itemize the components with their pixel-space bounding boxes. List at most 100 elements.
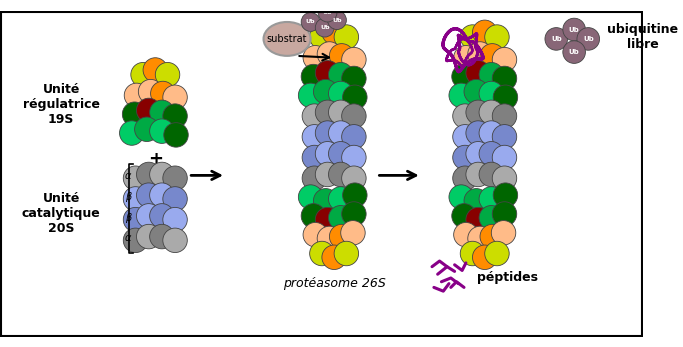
Circle shape (122, 102, 147, 126)
Circle shape (139, 79, 163, 104)
Text: α: α (124, 171, 131, 181)
Circle shape (449, 83, 473, 108)
Circle shape (329, 44, 354, 68)
Text: péptides: péptides (477, 271, 538, 283)
Circle shape (150, 162, 174, 187)
Circle shape (341, 221, 365, 245)
Text: Ub: Ub (583, 36, 594, 42)
Circle shape (124, 166, 148, 191)
Circle shape (155, 62, 180, 87)
Circle shape (334, 25, 359, 49)
Circle shape (322, 245, 346, 270)
Circle shape (466, 142, 490, 166)
Circle shape (303, 222, 328, 247)
Circle shape (301, 64, 326, 89)
Circle shape (492, 104, 517, 128)
Text: ubiquitine
libre: ubiquitine libre (607, 23, 678, 51)
Text: Ub: Ub (332, 18, 342, 23)
Circle shape (342, 166, 366, 191)
Circle shape (313, 79, 338, 104)
Circle shape (163, 187, 187, 211)
Circle shape (302, 166, 326, 191)
Text: Ub: Ub (306, 19, 316, 25)
Text: substrat: substrat (267, 34, 307, 44)
Circle shape (124, 83, 149, 108)
Circle shape (460, 25, 485, 49)
Circle shape (309, 241, 334, 266)
Circle shape (480, 224, 505, 249)
Circle shape (479, 81, 503, 106)
Circle shape (301, 204, 326, 228)
Circle shape (137, 183, 161, 208)
Circle shape (454, 45, 478, 70)
Circle shape (342, 66, 366, 91)
Circle shape (137, 224, 161, 249)
Circle shape (329, 224, 354, 249)
Circle shape (135, 117, 159, 142)
Circle shape (479, 205, 503, 230)
Circle shape (479, 62, 503, 87)
Circle shape (563, 41, 585, 64)
Circle shape (468, 226, 492, 251)
Circle shape (343, 85, 367, 110)
Circle shape (137, 98, 161, 123)
Circle shape (342, 145, 366, 170)
Circle shape (318, 3, 337, 22)
Circle shape (473, 20, 497, 44)
Circle shape (485, 25, 510, 49)
Text: Ub: Ub (323, 10, 333, 15)
Circle shape (124, 228, 148, 253)
Circle shape (479, 187, 503, 211)
Circle shape (460, 241, 485, 266)
Circle shape (328, 11, 346, 29)
Circle shape (479, 100, 503, 125)
Circle shape (143, 58, 167, 82)
Circle shape (298, 185, 323, 209)
Circle shape (492, 125, 517, 149)
Circle shape (303, 45, 328, 70)
Circle shape (343, 183, 367, 208)
Circle shape (464, 79, 488, 104)
Text: Unité
catalytique
20S: Unité catalytique 20S (22, 192, 100, 235)
Circle shape (451, 64, 476, 89)
Circle shape (150, 119, 174, 143)
Circle shape (313, 188, 338, 213)
Circle shape (473, 245, 497, 270)
Circle shape (316, 142, 339, 166)
Circle shape (124, 208, 148, 232)
Circle shape (342, 125, 366, 149)
Circle shape (164, 123, 189, 147)
Text: Ub: Ub (569, 49, 579, 55)
Ellipse shape (264, 22, 311, 56)
Circle shape (449, 185, 473, 209)
Circle shape (492, 48, 517, 72)
Circle shape (163, 166, 187, 191)
Circle shape (479, 121, 503, 145)
Circle shape (298, 83, 323, 108)
Circle shape (124, 187, 148, 211)
Circle shape (329, 205, 353, 230)
Circle shape (150, 81, 175, 106)
Circle shape (120, 121, 144, 145)
Circle shape (329, 121, 353, 145)
Text: protéasome 26S: protéasome 26S (283, 277, 385, 290)
Circle shape (493, 183, 518, 208)
Circle shape (137, 162, 161, 187)
Circle shape (317, 226, 342, 251)
Text: Ub: Ub (569, 26, 579, 33)
Circle shape (453, 125, 477, 149)
Circle shape (545, 28, 568, 50)
Circle shape (329, 187, 353, 211)
Circle shape (316, 208, 339, 232)
Circle shape (563, 18, 585, 41)
Circle shape (453, 166, 477, 191)
Circle shape (316, 18, 334, 37)
Circle shape (485, 241, 510, 266)
Text: β: β (124, 192, 131, 202)
Circle shape (453, 104, 477, 128)
Circle shape (466, 61, 490, 85)
Circle shape (479, 142, 503, 166)
Circle shape (302, 145, 326, 170)
Circle shape (316, 61, 339, 85)
Circle shape (131, 62, 155, 87)
